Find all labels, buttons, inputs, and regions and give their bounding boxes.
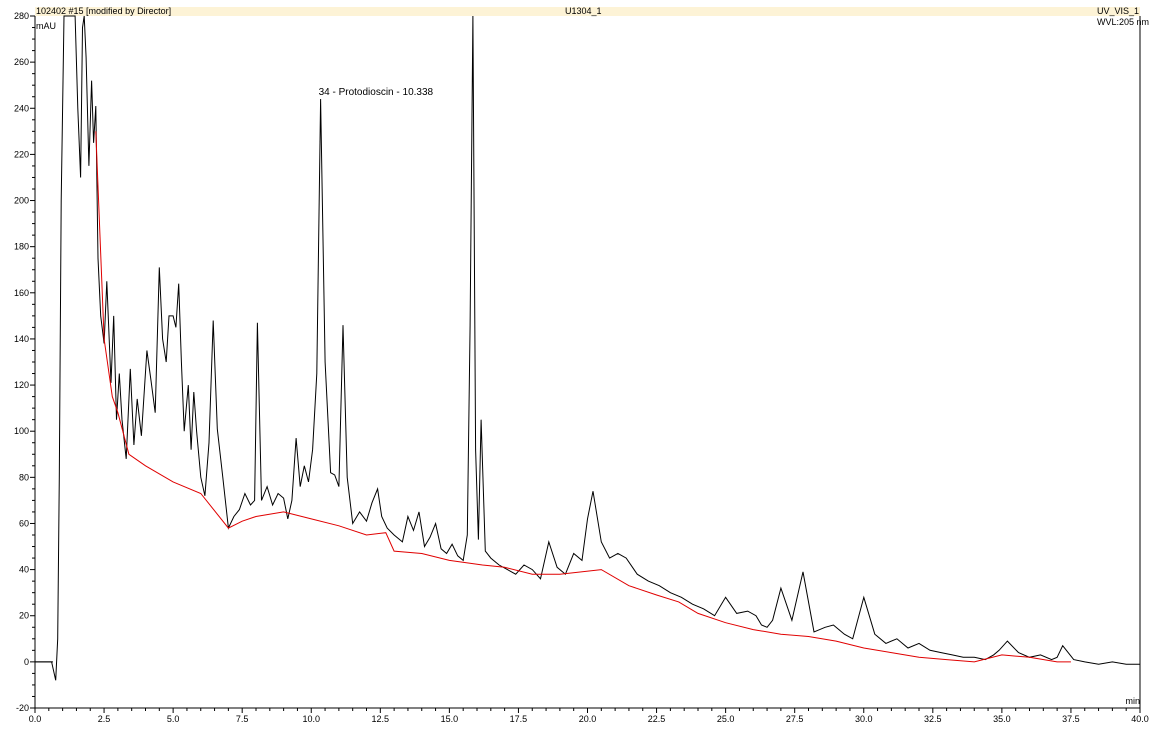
x-tick-label: 2.5 bbox=[98, 714, 111, 724]
y-tick-label: 160 bbox=[14, 288, 29, 298]
y-tick-label: 120 bbox=[14, 380, 29, 390]
channel-label: UV_VIS_1 bbox=[1097, 6, 1140, 16]
x-tick-label: 5.0 bbox=[167, 714, 180, 724]
y-tick-label: -20 bbox=[16, 703, 29, 713]
annotations-group: 34 - Protodioscin - 10.338 bbox=[319, 87, 434, 98]
x-tick-label: 22.5 bbox=[648, 714, 666, 724]
x-tick-label: 0.0 bbox=[29, 714, 42, 724]
x-tick-label: 10.0 bbox=[302, 714, 320, 724]
y-tick-label: 280 bbox=[14, 11, 29, 21]
x-tick-label: 20.0 bbox=[579, 714, 597, 724]
y-tick-label: 60 bbox=[19, 518, 29, 528]
x-tick-label: 17.5 bbox=[510, 714, 528, 724]
x-tick-label: 30.0 bbox=[855, 714, 873, 724]
y-tick-label: 260 bbox=[14, 57, 29, 67]
y-tick-label: 220 bbox=[14, 149, 29, 159]
x-tick-label: 12.5 bbox=[372, 714, 390, 724]
y-tick-label: 40 bbox=[19, 565, 29, 575]
x-axis-title: min bbox=[1125, 696, 1140, 706]
x-axis-ticks: 0.0 2.5 5.0 7.5 10.0 12.5 15.0 17.5 20.0 22.5 25.0… bbox=[29, 696, 1149, 724]
y-axis-ticks: -20 0 20 40 60 80 100 120 140 160 180 200 220 240 260 2… bbox=[14, 11, 56, 713]
x-tick-label: 15.0 bbox=[441, 714, 459, 724]
peak-annotation: 34 - Protodioscin - 10.338 bbox=[319, 87, 434, 98]
x-tick-label: 35.0 bbox=[993, 714, 1011, 724]
baseline-trace-line bbox=[95, 131, 1071, 663]
y-axis-title: mAU bbox=[36, 21, 56, 31]
y-tick-label: 200 bbox=[14, 196, 29, 206]
x-tick-label: 25.0 bbox=[717, 714, 735, 724]
y-tick-label: 80 bbox=[19, 472, 29, 482]
sample-label: 102402 #15 [modified by Director] bbox=[36, 6, 172, 16]
x-tick-label: 27.5 bbox=[786, 714, 804, 724]
y-tick-label: 0 bbox=[24, 657, 29, 667]
chromatogram-trace-line bbox=[35, 15, 1140, 681]
axes bbox=[34, 16, 1141, 709]
y-tick-label: 100 bbox=[14, 426, 29, 436]
run-label: U1304_1 bbox=[565, 6, 602, 16]
y-tick-label: 140 bbox=[14, 334, 29, 344]
y-tick-label: 240 bbox=[14, 103, 29, 113]
series-group bbox=[35, 15, 1140, 681]
x-tick-label: 40.0 bbox=[1131, 714, 1149, 724]
wavelength-label: WVL:205 nm bbox=[1097, 17, 1150, 27]
x-tick-label: 7.5 bbox=[236, 714, 249, 724]
y-tick-label: 180 bbox=[14, 242, 29, 252]
x-tick-label: 37.5 bbox=[1062, 714, 1080, 724]
x-tick-label: 32.5 bbox=[924, 714, 942, 724]
chromatogram-header-bar bbox=[35, 7, 1140, 16]
y-tick-label: 20 bbox=[19, 611, 29, 621]
